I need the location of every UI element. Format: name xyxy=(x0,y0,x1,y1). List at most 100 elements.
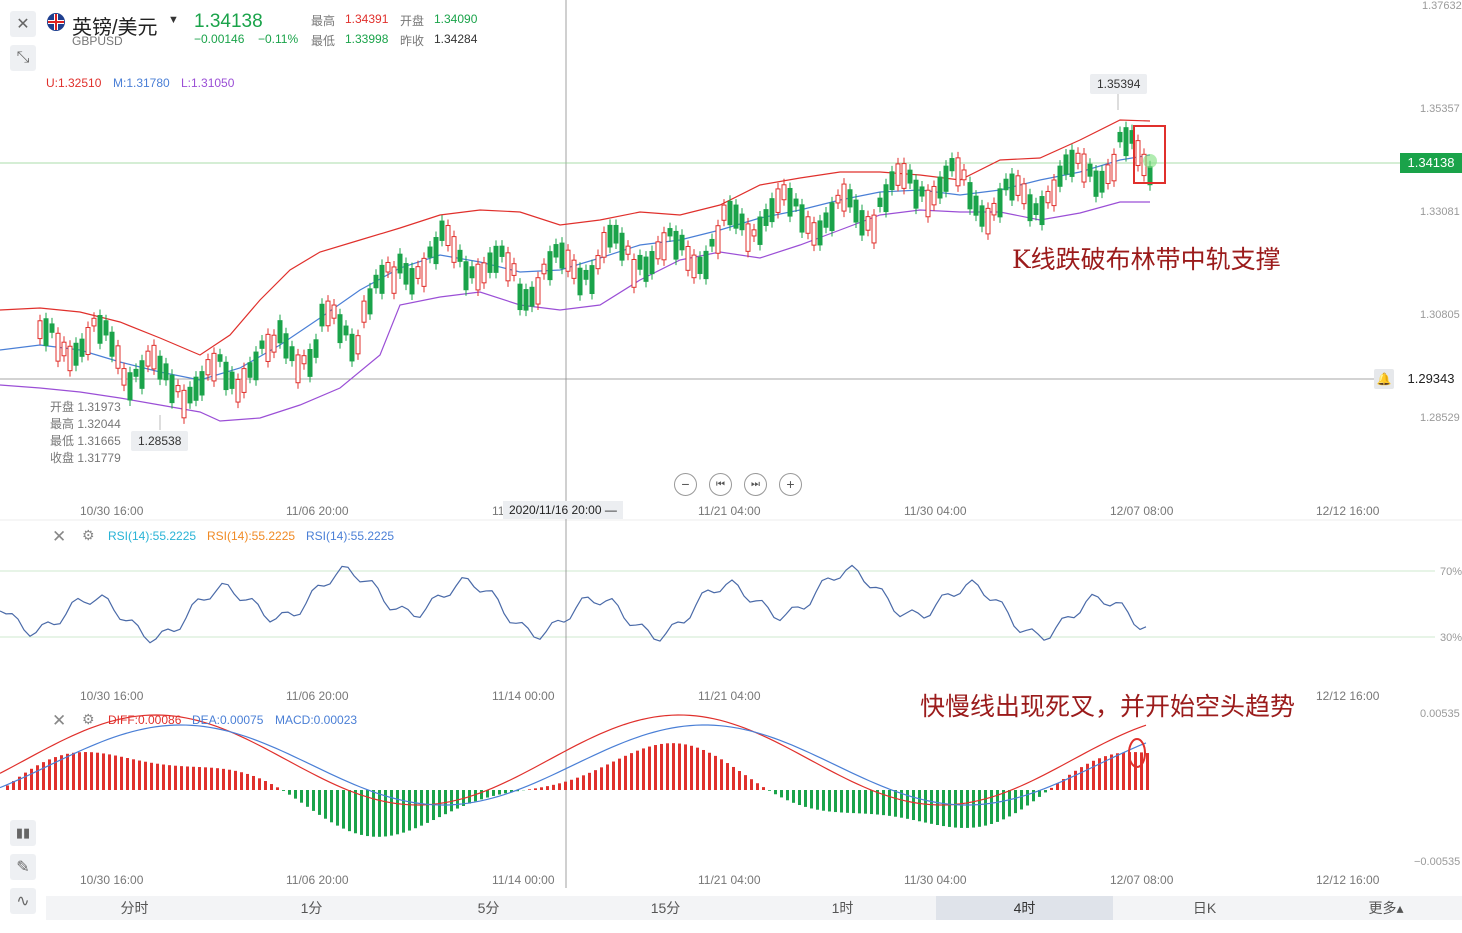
draw-pencil-icon[interactable]: ✎ xyxy=(10,854,36,880)
macd-bar xyxy=(378,790,381,837)
last-candle-glow xyxy=(1143,154,1157,168)
tf-tab-active[interactable]: 4时 xyxy=(936,896,1113,920)
bell-icon[interactable]: 🔔 xyxy=(1374,369,1394,389)
tt-open: 1.31973 xyxy=(77,400,121,414)
candle-body xyxy=(409,268,415,295)
candle-body xyxy=(841,183,847,212)
candle-body xyxy=(991,202,997,216)
instrument-title[interactable]: 英镑/美元 xyxy=(72,17,158,39)
rsi-settings-icon[interactable]: ⚙ xyxy=(82,527,95,543)
macd-bar xyxy=(972,790,975,828)
macd-bar xyxy=(540,787,543,790)
candle-body xyxy=(799,204,805,233)
macd-bar xyxy=(1074,770,1077,790)
macd-bar xyxy=(654,745,657,790)
macd-bar xyxy=(6,785,9,790)
macd-bar xyxy=(816,790,819,810)
candle-body xyxy=(619,232,625,261)
macd-close-icon[interactable]: ✕ xyxy=(52,711,67,730)
macd-bar xyxy=(780,790,783,798)
tt-close: 1.31779 xyxy=(77,451,121,465)
macd-bar xyxy=(552,784,555,790)
boll-lower-label: L:1.31050 xyxy=(181,76,235,90)
candle-body xyxy=(685,245,691,271)
candle-body xyxy=(793,198,799,207)
close-icon[interactable]: ✕ xyxy=(10,11,36,37)
candle-body xyxy=(667,228,673,237)
tf-more[interactable]: 更多▴ xyxy=(1368,900,1404,916)
tf-tab[interactable]: 日K xyxy=(1192,900,1217,916)
macd-bar xyxy=(1050,787,1053,790)
x-tick: 12/12 16:00 xyxy=(1316,504,1380,518)
candle-body xyxy=(571,259,577,279)
zoom-in-icon[interactable]: + xyxy=(779,473,802,496)
candle-body xyxy=(595,255,601,270)
tf-tab[interactable]: 15分 xyxy=(650,900,681,916)
candle-body xyxy=(751,229,757,237)
candle-body xyxy=(553,244,559,258)
candle-body xyxy=(601,232,607,258)
macd-bar xyxy=(186,766,189,790)
rsi-close-icon[interactable]: ✕ xyxy=(52,527,67,546)
rsi-line xyxy=(0,564,1147,644)
tt-low-label: 最低 xyxy=(50,434,75,448)
candle-body xyxy=(373,274,379,289)
candle-body xyxy=(457,249,463,262)
candle-body xyxy=(91,317,97,327)
y-tick: 1.30805 xyxy=(1420,309,1460,321)
macd-bar xyxy=(984,790,987,826)
skip-forward-icon[interactable]: ⏭ xyxy=(744,473,767,496)
candle-body xyxy=(61,341,67,357)
macd-bar xyxy=(420,790,423,826)
tf-tab[interactable]: 1时 xyxy=(831,900,854,916)
skip-back-icon[interactable]: ⏮ xyxy=(709,473,732,496)
macd-bar xyxy=(408,790,411,831)
macd-bar xyxy=(246,773,249,790)
macd-bar xyxy=(66,753,69,790)
macd-bar xyxy=(864,790,867,814)
macd-bar xyxy=(90,752,93,790)
candle-body xyxy=(385,261,391,273)
macd-bar xyxy=(1122,752,1125,790)
candle-body xyxy=(337,314,343,344)
tf-tab[interactable]: 1分 xyxy=(300,900,323,916)
chevron-down-icon[interactable]: ▼ xyxy=(168,14,179,26)
candle-body xyxy=(445,225,451,247)
low-value: 1.33998 xyxy=(345,32,389,46)
macd-bar xyxy=(42,762,45,790)
candle-body xyxy=(301,355,307,365)
tf-tab[interactable]: 分时 xyxy=(120,900,149,916)
price-change: −0.00146 xyxy=(194,32,245,46)
tf-tab[interactable]: 5分 xyxy=(477,900,500,916)
macd-bar xyxy=(918,790,921,822)
candle-body xyxy=(97,315,103,344)
collapse-icon[interactable]: ⤡ xyxy=(10,45,36,71)
macd-settings-icon[interactable]: ⚙ xyxy=(82,711,95,727)
candle-body xyxy=(367,288,373,315)
trend-icon[interactable]: ∿ xyxy=(10,888,36,914)
macd-bar xyxy=(978,790,981,827)
zoom-out-icon[interactable]: − xyxy=(674,473,697,496)
main-chart[interactable] xyxy=(0,0,1462,900)
macd-bar xyxy=(1026,790,1029,806)
candle-body xyxy=(673,230,679,260)
candle-body xyxy=(103,320,109,336)
indicator-icon[interactable]: ▮▮ xyxy=(10,820,36,846)
prev-close-label: 昨收 xyxy=(400,34,425,48)
candle-body xyxy=(397,253,403,274)
prev-close-value: 1.34284 xyxy=(434,32,478,46)
macd-bar xyxy=(744,775,747,790)
y-tick-top: 1.37632 xyxy=(1422,0,1462,12)
macd-bar xyxy=(168,765,171,790)
annotation-macd: 快慢线出现死叉，并开始空头趋势 xyxy=(920,692,1296,721)
macd-bar xyxy=(564,781,567,790)
candle-body xyxy=(277,320,283,344)
candle-body xyxy=(733,204,739,229)
macd-bar xyxy=(282,790,285,791)
candle-body xyxy=(853,199,859,223)
candle-body xyxy=(889,171,895,191)
candle-body xyxy=(517,283,523,311)
x-tick: 11/06 20:00 xyxy=(286,504,349,518)
macd-bar xyxy=(768,790,771,791)
tt-high-label: 最高 xyxy=(50,417,75,431)
